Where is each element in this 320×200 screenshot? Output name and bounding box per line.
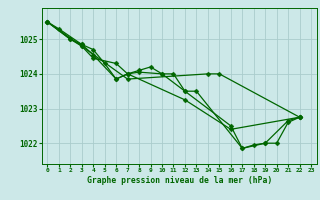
X-axis label: Graphe pression niveau de la mer (hPa): Graphe pression niveau de la mer (hPa) (87, 176, 272, 185)
